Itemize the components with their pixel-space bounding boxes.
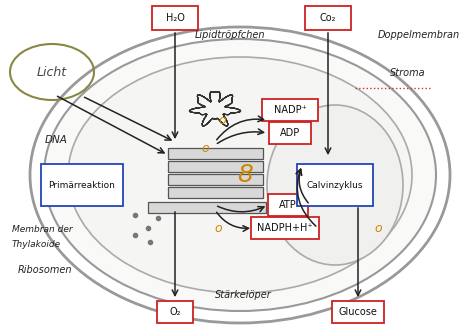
Bar — [168, 161, 263, 172]
Text: 8: 8 — [237, 163, 253, 187]
FancyBboxPatch shape — [152, 6, 198, 30]
Text: Lipidtröpfchen: Lipidtröpfchen — [195, 30, 265, 40]
Text: Calvinzyklus: Calvinzyklus — [307, 180, 363, 189]
Text: H₂O: H₂O — [165, 13, 184, 23]
FancyBboxPatch shape — [251, 217, 319, 239]
Text: Membran der: Membran der — [12, 225, 73, 234]
FancyBboxPatch shape — [332, 301, 384, 323]
Bar — [148, 202, 266, 213]
Ellipse shape — [267, 105, 403, 265]
Text: Stärkelöper: Stärkelöper — [215, 290, 272, 300]
Text: DNA: DNA — [45, 135, 68, 145]
Text: ATP: ATP — [279, 200, 297, 210]
Text: NADP⁺: NADP⁺ — [273, 105, 306, 115]
Bar — [168, 174, 263, 185]
Text: Co₂: Co₂ — [320, 13, 336, 23]
FancyBboxPatch shape — [269, 122, 311, 144]
FancyBboxPatch shape — [305, 6, 351, 30]
Text: o: o — [201, 142, 209, 155]
Text: ADP: ADP — [280, 128, 300, 138]
Text: Doppelmembran: Doppelmembran — [378, 30, 460, 40]
FancyBboxPatch shape — [41, 164, 123, 206]
Text: Primärreaktion: Primärreaktion — [48, 180, 116, 189]
FancyBboxPatch shape — [297, 164, 373, 206]
Text: o: o — [214, 221, 222, 234]
Text: Licht: Licht — [37, 65, 67, 78]
Ellipse shape — [44, 39, 436, 311]
FancyBboxPatch shape — [157, 301, 193, 323]
Text: O₂: O₂ — [169, 307, 181, 317]
Ellipse shape — [68, 57, 412, 293]
Text: NADPH+H⁺: NADPH+H⁺ — [257, 223, 313, 233]
Text: Ribosomen: Ribosomen — [18, 265, 73, 275]
FancyBboxPatch shape — [268, 194, 308, 216]
Bar — [168, 148, 263, 159]
Text: Glucose: Glucose — [338, 307, 377, 317]
Text: Stroma: Stroma — [390, 68, 426, 78]
Text: Thylakoide: Thylakoide — [12, 240, 61, 249]
Text: o: o — [218, 114, 226, 127]
Text: o: o — [374, 221, 382, 234]
FancyBboxPatch shape — [262, 99, 318, 121]
Bar — [168, 187, 263, 198]
